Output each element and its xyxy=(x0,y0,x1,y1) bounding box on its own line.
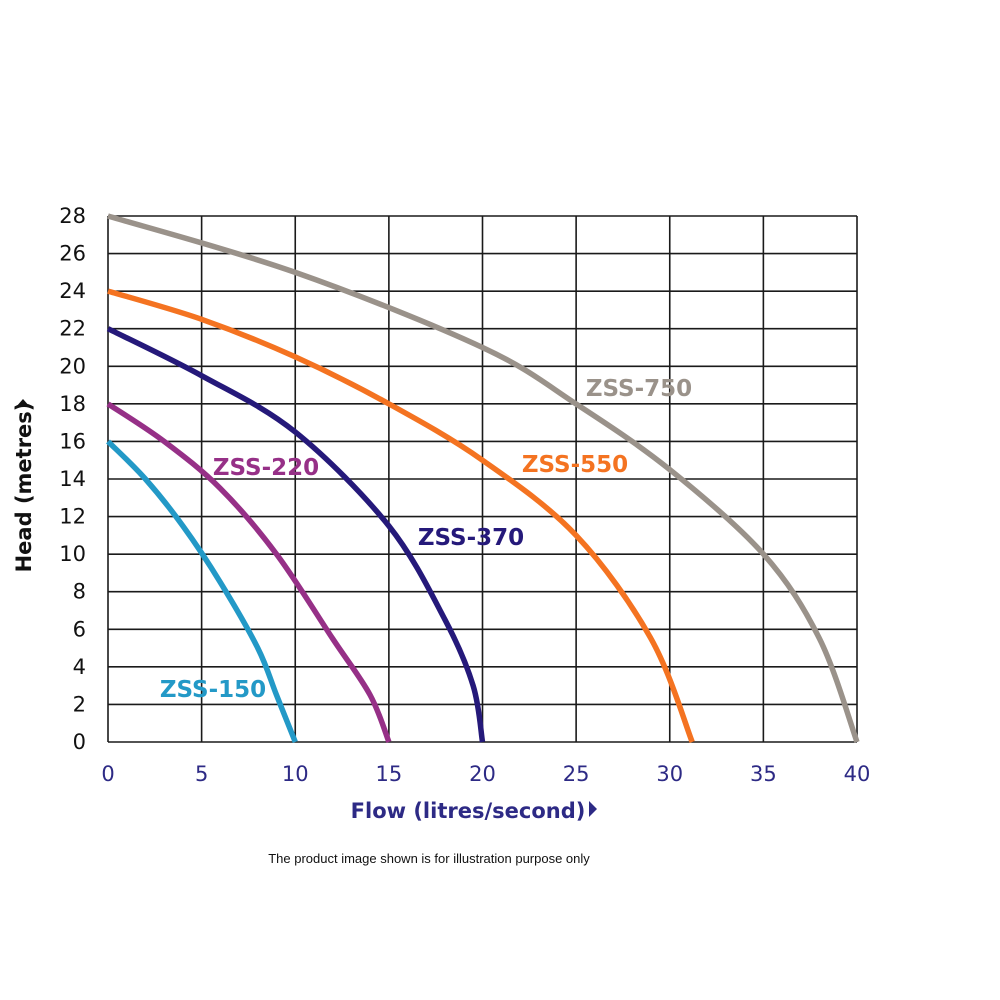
x-axis-label-group: Flow (litres/second) xyxy=(351,799,597,823)
series-curve-zss-550 xyxy=(107,288,695,744)
x-tick-label: 0 xyxy=(101,762,114,786)
y-tick-label: 16 xyxy=(59,429,86,453)
series-labels: ZSS-150 ZSS-220 ZSS-370 ZSS-550 ZSS-750 xyxy=(160,376,692,703)
series-curve-zss-150 xyxy=(106,439,298,744)
y-tick-label: 0 xyxy=(73,730,86,754)
x-tick-label: 25 xyxy=(563,762,590,786)
y-axis-arrow-icon xyxy=(16,399,30,407)
series-curves xyxy=(106,213,860,744)
y-tick-label: 8 xyxy=(73,580,86,604)
x-tick-label: 15 xyxy=(376,762,403,786)
y-tick-label: 22 xyxy=(59,317,86,341)
x-tick-label: 5 xyxy=(195,762,208,786)
series-label-zss-370: ZSS-370 xyxy=(418,525,524,551)
series-curve-zss-220 xyxy=(106,401,392,744)
series-curve-zss-370 xyxy=(106,326,486,743)
y-axis-label: Head (metres) xyxy=(12,402,36,573)
x-axis-label: Flow (litres/second) xyxy=(351,799,586,823)
y-tick-label: 12 xyxy=(59,505,86,529)
x-tick-label: 30 xyxy=(656,762,683,786)
series-curve-zss-750 xyxy=(107,213,860,743)
series-label-zss-750: ZSS-750 xyxy=(586,376,692,402)
x-tick-label: 35 xyxy=(750,762,777,786)
y-tick-label: 24 xyxy=(59,279,86,303)
y-tick-label: 26 xyxy=(59,242,86,266)
y-tick-label: 20 xyxy=(59,354,86,378)
footnote: The product image shown is for illustrat… xyxy=(268,851,590,866)
x-axis-arrow-icon xyxy=(589,801,597,817)
y-tick-label: 6 xyxy=(73,617,86,641)
series-label-zss-220: ZSS-220 xyxy=(213,455,319,481)
x-tick-label: 10 xyxy=(282,762,309,786)
grid xyxy=(107,215,858,743)
y-tick-label: 4 xyxy=(73,655,86,679)
y-tick-label: 10 xyxy=(59,542,86,566)
series-label-zss-150: ZSS-150 xyxy=(160,677,266,703)
y-tick-label: 18 xyxy=(59,392,86,416)
y-tick-label: 14 xyxy=(59,467,86,491)
y-tick-label: 2 xyxy=(73,692,86,716)
x-tick-labels: 0 5 10 15 20 25 30 35 40 xyxy=(101,762,870,786)
x-tick-label: 20 xyxy=(469,762,496,786)
y-tick-label: 28 xyxy=(59,204,86,228)
x-tick-label: 40 xyxy=(844,762,871,786)
y-axis-label-group: Head (metres) xyxy=(12,399,36,572)
series-label-zss-550: ZSS-550 xyxy=(522,452,628,478)
